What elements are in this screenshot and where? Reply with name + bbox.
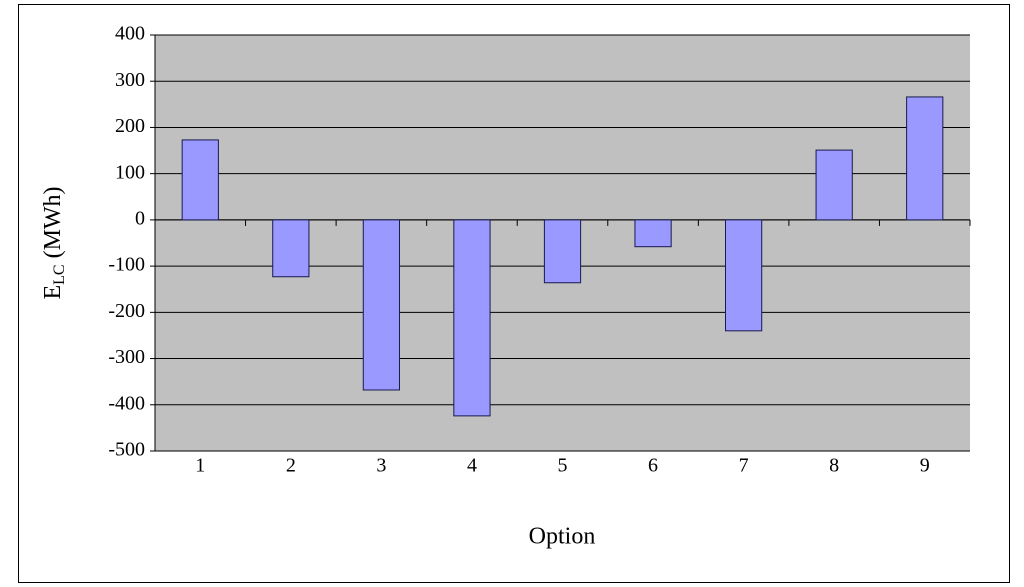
bar [725,219,763,332]
y-tick-label: 100 [115,161,145,183]
y-tick-label: -400 [108,392,145,414]
y-axis-title: ELC (MWh) [40,186,68,299]
y-tick-label: 0 [135,207,145,229]
x-tick-label: 3 [376,455,386,477]
x-tick-label: 8 [829,455,839,477]
bar [634,219,672,248]
bar [906,96,944,221]
bar [543,219,582,284]
x-tick-label: 5 [558,455,568,477]
y-axis-title-unit: (MWh) [40,186,66,258]
x-tick-label: 1 [195,455,205,477]
bar [453,219,491,417]
y-tick-label: -300 [108,346,145,368]
x-tick-label: 4 [467,455,477,477]
y-tick-label: -200 [108,300,145,322]
y-axis-title-main: E [40,285,66,300]
x-axis-title: Option [529,524,596,550]
x-tick-label: 6 [648,455,658,477]
y-tick-label: 400 [115,23,145,45]
y-tick-label: 200 [115,115,145,137]
bar [272,219,310,278]
x-tick-label: 7 [739,455,749,477]
x-tick-label: 9 [920,455,930,477]
y-tick-label: 300 [115,69,145,91]
bar [181,139,219,221]
y-tick-label: -500 [108,439,145,461]
bar [362,219,400,391]
x-tick-label: 2 [286,455,296,477]
bar [815,149,853,221]
y-axis-title-sub: LC [51,264,68,284]
y-tick-label: -100 [108,254,145,276]
